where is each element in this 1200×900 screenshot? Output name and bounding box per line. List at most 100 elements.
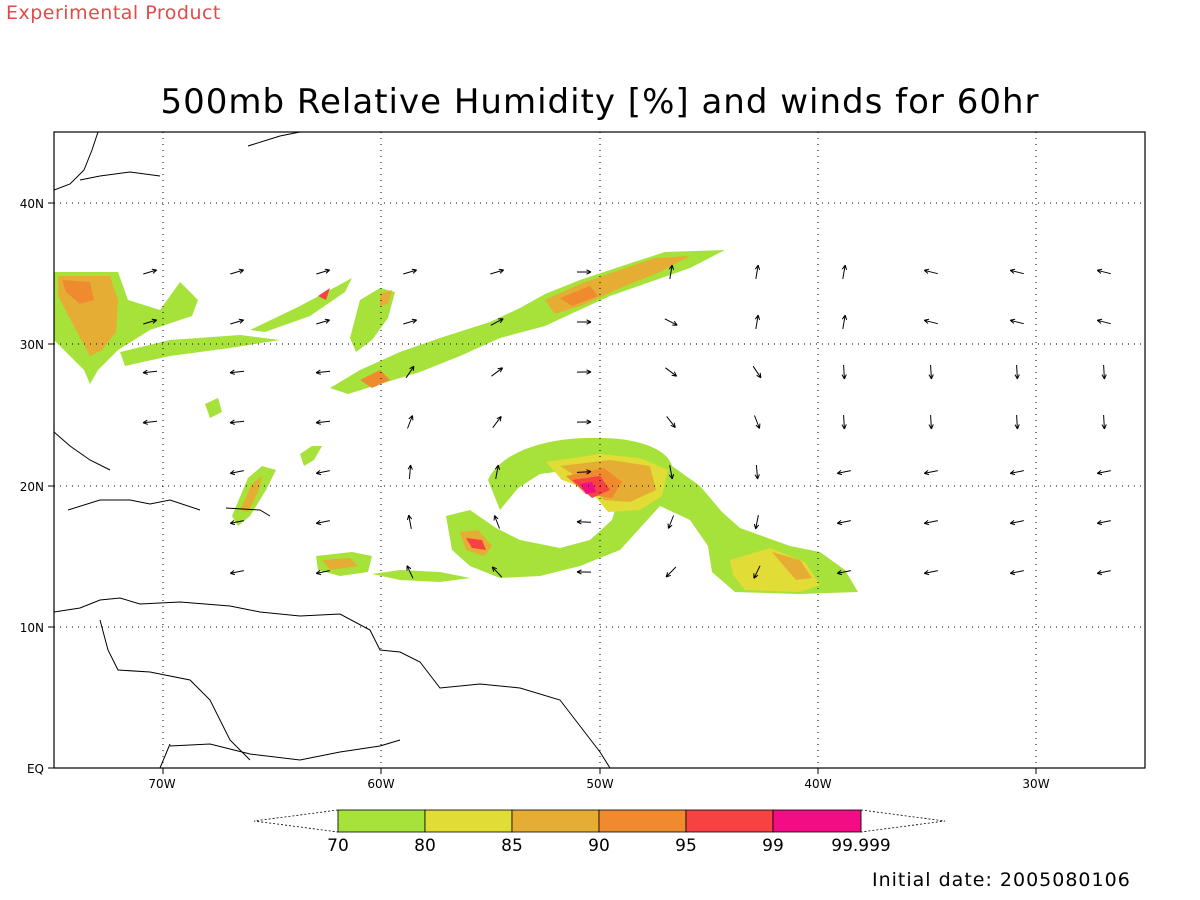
lon-tick-label: 40W: [804, 777, 831, 791]
colorbar-label: 85: [501, 836, 523, 856]
wind-arrow: [229, 570, 244, 576]
colorbar-swatch: [337, 809, 426, 833]
humidity-region: [545, 256, 690, 314]
coastline: [79, 171, 161, 181]
humidity-region: [62, 280, 94, 304]
wind-arrow: [841, 414, 847, 430]
wind-arrow: [493, 515, 500, 529]
wind-arrow: [491, 367, 504, 377]
wind-arrow: [1009, 470, 1024, 476]
coastline: [169, 739, 401, 761]
wind-arrow: [1101, 364, 1107, 380]
humidity-region: [772, 552, 812, 580]
wind-arrow: [316, 318, 331, 325]
wind-arrow: [928, 364, 934, 380]
wind-arrow: [406, 565, 414, 579]
coastline: [54, 132, 99, 191]
colorbar-high-extension: [860, 809, 946, 833]
wind-arrow: [229, 419, 245, 425]
colorbar-label: 80: [414, 836, 436, 856]
wind-arrow: [754, 415, 761, 429]
wind-arrow: [754, 314, 761, 329]
wind-arrow: [576, 569, 592, 575]
wind-arrow: [923, 268, 938, 275]
wind-arrow: [753, 515, 759, 530]
wind-arrow: [665, 566, 677, 578]
humidity-region: [300, 446, 322, 466]
lon-tick-label: 70W: [148, 777, 175, 791]
map-title: 500mb Relative Humidity [%] and winds fo…: [160, 82, 1040, 122]
wind-arrow: [1096, 570, 1111, 576]
wind-arrow: [1096, 520, 1111, 526]
wind-arrow: [752, 365, 762, 379]
colorbar-label: 90: [588, 836, 610, 856]
wind-arrow: [1014, 414, 1020, 430]
wind-arrow: [1096, 470, 1111, 476]
wind-arrow: [576, 519, 592, 525]
experimental-product-label: Experimental Product: [6, 2, 221, 24]
initial-date: Initial date: 2005080106: [872, 869, 1131, 891]
colorbar-swatch: [424, 809, 513, 833]
wind-arrow: [403, 318, 418, 325]
lat-lon-grid: [54, 132, 1145, 768]
humidity-region: [372, 570, 470, 582]
wind-arrow: [923, 570, 938, 576]
colorbar-swatch: [511, 809, 600, 833]
wind-arrow: [407, 464, 413, 480]
humidity-region: [322, 558, 358, 570]
wind-arrow: [576, 469, 592, 475]
colorbar-label: 70: [327, 836, 349, 856]
wind-arrow: [666, 416, 676, 429]
wind-arrow: [841, 314, 848, 329]
humidity-region: [560, 286, 598, 306]
coastline: [99, 619, 251, 761]
lon-tick-label: 60W: [367, 777, 394, 791]
lat-tick-label: 20N: [20, 480, 44, 494]
wind-arrow: [1101, 414, 1107, 430]
wind-arrow: [1096, 268, 1111, 275]
humidity-region: [205, 398, 222, 418]
humidity-region: [330, 250, 725, 394]
wind-arrow: [923, 520, 938, 526]
colorbar-low-extension: [253, 809, 339, 833]
colorbar-swatch: [598, 809, 687, 833]
coastline: [225, 507, 271, 517]
wind-arrow: [1009, 268, 1024, 275]
colorbar-label: 99: [762, 836, 784, 856]
wind-arrow: [836, 520, 851, 526]
wind-arrow: [841, 264, 848, 279]
wind-arrow: [492, 415, 502, 428]
wind-arrow: [576, 369, 592, 375]
colorbar-swatch: [772, 809, 862, 833]
wind-arrow: [494, 464, 501, 479]
wind-arrow: [754, 264, 761, 279]
wind-vectors: [142, 264, 1111, 579]
humidity-field: [54, 250, 858, 594]
coastline: [247, 132, 301, 147]
wind-arrow: [230, 268, 245, 275]
wind-arrow: [668, 264, 675, 279]
coastline: [54, 431, 111, 471]
wind-arrow: [923, 470, 938, 476]
humidity-region: [318, 288, 330, 300]
lat-tick-label: 10N: [20, 621, 44, 635]
wind-arrow: [143, 268, 158, 275]
coastline: [67, 499, 201, 511]
humidity-region: [240, 476, 262, 512]
humidity-region: [250, 278, 352, 332]
wind-arrow: [577, 269, 592, 275]
humidity-region: [466, 538, 486, 550]
lon-tick-label: 50W: [586, 777, 613, 791]
wind-arrow: [229, 470, 244, 476]
wind-arrow: [841, 364, 847, 380]
colorbar-swatch: [685, 809, 774, 833]
lat-tick-label: EQ: [27, 762, 44, 776]
wind-arrow: [490, 268, 505, 275]
wind-arrow: [407, 415, 414, 429]
wind-arrow: [754, 464, 760, 480]
wind-arrow: [668, 465, 675, 480]
wind-arrow: [142, 419, 158, 425]
colorbar: 70 80 85 90 95 99 99.999: [253, 809, 946, 856]
humidity-region: [120, 335, 280, 366]
